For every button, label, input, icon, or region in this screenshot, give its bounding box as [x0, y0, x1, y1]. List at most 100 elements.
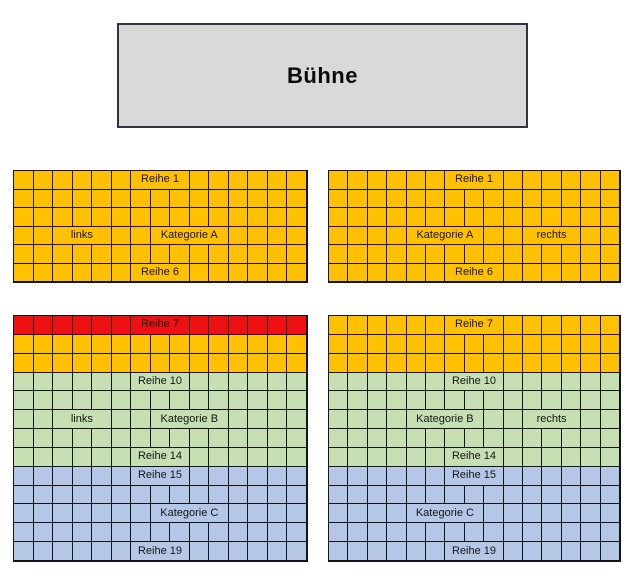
seat-cell[interactable] — [14, 429, 34, 448]
seat-cell[interactable] — [33, 504, 54, 524]
seat-cell[interactable] — [329, 245, 349, 264]
seat-cell[interactable] — [503, 316, 523, 335]
seat-cell[interactable] — [228, 263, 249, 282]
seat-cell[interactable] — [53, 391, 73, 411]
seat-cell[interactable] — [406, 334, 426, 354]
seat-cell[interactable] — [348, 245, 368, 264]
seat-cell[interactable] — [267, 542, 288, 561]
seat-cell[interactable] — [111, 263, 132, 282]
seat-cell[interactable] — [228, 208, 249, 227]
seat-cell[interactable] — [267, 226, 288, 245]
seat-cell[interactable] — [267, 263, 288, 282]
seat-cell[interactable] — [329, 504, 349, 524]
seat-cell[interactable] — [228, 171, 249, 190]
seat-cell[interactable] — [170, 189, 190, 208]
seat-cell[interactable] — [92, 485, 112, 505]
seat-cell[interactable] — [561, 391, 582, 411]
seat-cell[interactable] — [406, 245, 426, 264]
seat-cell[interactable] — [287, 391, 307, 411]
seat-cell[interactable] — [561, 485, 582, 505]
seat-cell[interactable] — [131, 245, 151, 264]
seat-cell[interactable] — [348, 316, 368, 335]
seat-cell[interactable] — [287, 447, 307, 467]
seat-cell[interactable] — [53, 189, 73, 208]
seat-cell[interactable] — [367, 208, 388, 227]
seat-cell[interactable] — [348, 171, 368, 190]
seat-cell[interactable] — [406, 542, 426, 561]
seat-cell[interactable] — [14, 410, 34, 430]
seat-cell[interactable] — [484, 245, 504, 264]
seat-cell[interactable] — [522, 466, 543, 486]
seat-cell[interactable] — [329, 189, 349, 208]
seat-cell[interactable] — [209, 171, 229, 190]
seat-cell[interactable] — [287, 542, 307, 561]
seat-cell[interactable] — [150, 523, 171, 543]
seat-cell[interactable] — [170, 391, 190, 411]
seat-cell[interactable] — [33, 523, 54, 543]
seat-cell[interactable] — [445, 353, 465, 373]
seat-cell[interactable] — [14, 391, 34, 411]
seat-cell[interactable] — [329, 263, 349, 282]
seat-cell[interactable] — [33, 391, 54, 411]
seat-cell[interactable] — [329, 171, 349, 190]
seat-cell[interactable] — [464, 189, 485, 208]
seat-cell[interactable] — [287, 334, 307, 354]
seat-cell[interactable] — [581, 523, 601, 543]
seat-cell[interactable] — [53, 171, 73, 190]
seat-cell[interactable] — [248, 316, 268, 335]
seat-cell[interactable] — [267, 208, 288, 227]
seat-cell[interactable] — [522, 171, 543, 190]
seat-cell[interactable] — [150, 189, 171, 208]
seat-cell[interactable] — [14, 316, 34, 335]
seat-cell[interactable] — [287, 226, 307, 245]
seat-cell[interactable] — [14, 208, 34, 227]
seat-cell[interactable] — [228, 245, 249, 264]
seat-cell[interactable] — [92, 372, 112, 392]
seat-cell[interactable] — [248, 504, 268, 524]
seat-cell[interactable] — [329, 334, 349, 354]
seat-cell[interactable] — [542, 353, 562, 373]
seat-cell[interactable] — [600, 429, 620, 448]
seat-cell[interactable] — [267, 391, 288, 411]
seat-cell[interactable] — [189, 466, 210, 486]
seat-cell[interactable] — [248, 372, 268, 392]
seat-cell[interactable] — [53, 316, 73, 335]
seat-cell[interactable] — [248, 410, 268, 430]
seat-cell[interactable] — [387, 504, 407, 524]
seat-cell[interactable] — [72, 334, 93, 354]
seat-cell[interactable] — [287, 372, 307, 392]
seat-cell[interactable] — [150, 429, 171, 448]
seat-cell[interactable] — [445, 429, 465, 448]
seat-cell[interactable] — [72, 447, 93, 467]
seat-cell[interactable] — [425, 263, 446, 282]
seat-cell[interactable] — [248, 189, 268, 208]
seat-cell[interactable] — [367, 542, 388, 561]
seat-cell[interactable] — [267, 447, 288, 467]
seat-cell[interactable] — [600, 316, 620, 335]
seat-cell[interactable] — [561, 316, 582, 335]
seat-cell[interactable] — [542, 466, 562, 486]
seat-cell[interactable] — [387, 447, 407, 467]
seat-cell[interactable] — [600, 542, 620, 561]
seat-cell[interactable] — [503, 226, 523, 245]
seat-cell[interactable] — [33, 372, 54, 392]
seat-cell[interactable] — [561, 466, 582, 486]
seat-cell[interactable] — [72, 504, 93, 524]
seat-cell[interactable] — [387, 542, 407, 561]
seat-cell[interactable] — [600, 391, 620, 411]
seat-cell[interactable] — [503, 391, 523, 411]
seat-cell[interactable] — [561, 429, 582, 448]
seat-cell[interactable] — [542, 245, 562, 264]
seat-cell[interactable] — [581, 542, 601, 561]
seat-cell[interactable] — [228, 504, 249, 524]
seat-cell[interactable] — [367, 466, 388, 486]
seat-cell[interactable] — [542, 447, 562, 467]
seat-cell[interactable] — [522, 189, 543, 208]
seat-cell[interactable] — [287, 523, 307, 543]
seat-cell[interactable] — [425, 372, 446, 392]
seat-cell[interactable] — [406, 263, 426, 282]
seat-cell[interactable] — [14, 447, 34, 467]
seat-cell[interactable] — [189, 447, 210, 467]
seat-cell[interactable] — [267, 523, 288, 543]
seat-cell[interactable] — [406, 171, 426, 190]
